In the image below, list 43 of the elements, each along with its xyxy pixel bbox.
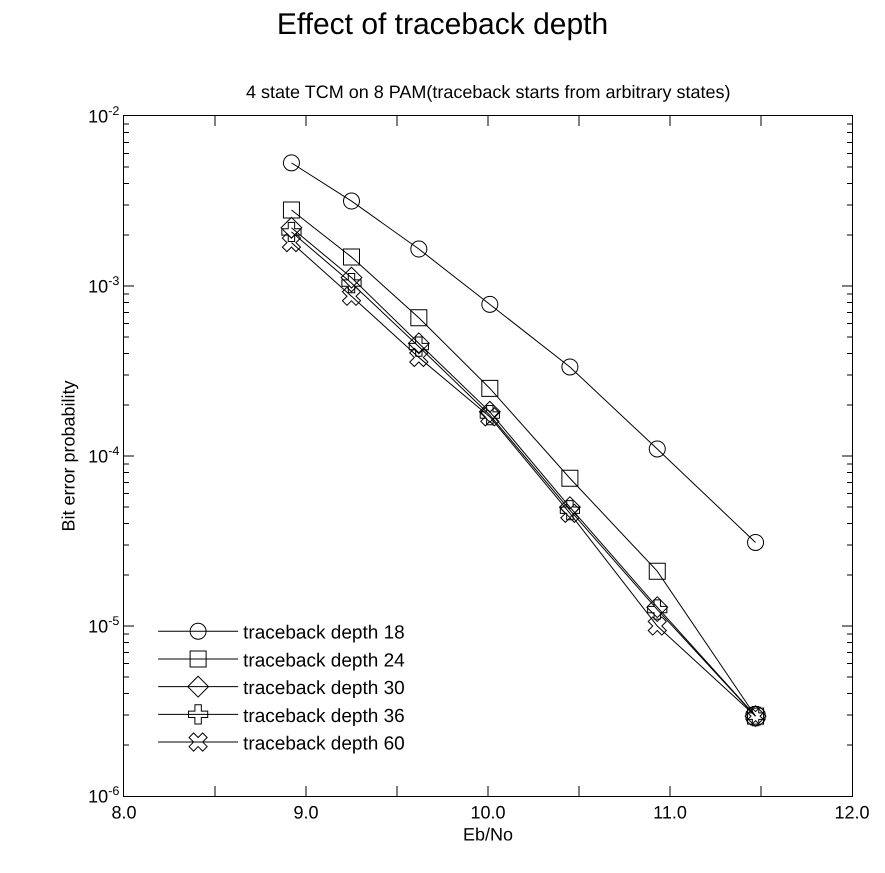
point	[747, 534, 764, 551]
y-tick-label: 10$^{-4}$	[88, 444, 120, 466]
point	[648, 440, 666, 458]
point	[481, 380, 498, 397]
x-axis-title: Eb/No	[462, 824, 514, 845]
legend-label: traceback depth 60	[243, 733, 405, 754]
point	[282, 201, 300, 218]
point	[481, 296, 498, 313]
point	[560, 504, 580, 523]
point	[408, 336, 429, 357]
y-axis-title: Bit error probability	[58, 380, 78, 532]
x-tick-label: 10.0	[470, 802, 506, 823]
legend-label: traceback depth 18	[243, 622, 405, 644]
point	[282, 233, 301, 252]
point	[341, 273, 362, 294]
point	[560, 500, 580, 520]
point	[342, 286, 362, 306]
point	[648, 616, 667, 636]
point	[561, 470, 578, 487]
point	[343, 192, 360, 210]
x-tick-label: 12.0	[834, 802, 870, 823]
point	[281, 222, 302, 242]
point	[410, 309, 428, 326]
chart-subtitle: 4 state TCM on 8 PAM(traceback starts from arbitrary states)	[246, 82, 730, 102]
x-tick-label: 9.0	[293, 802, 319, 823]
point	[340, 266, 362, 289]
legend-label: traceback depth 36	[243, 706, 405, 727]
x-tick-label: 11.0	[653, 802, 687, 823]
point	[282, 154, 300, 172]
y-tick-label: 10$^{-5}$	[88, 614, 120, 636]
chart-title: Effect of traceback depth	[276, 8, 608, 42]
point	[408, 332, 430, 354]
point	[478, 400, 501, 423]
y-tick-label: 10$^{-2}$	[88, 104, 120, 126]
point	[409, 348, 428, 367]
point	[343, 248, 360, 266]
y-tick-label: 10$^{-3}$	[88, 274, 120, 296]
point	[648, 562, 666, 580]
point	[410, 240, 428, 258]
legend-label: traceback depth 24	[243, 650, 406, 672]
legend-label: traceback depth 30	[243, 678, 405, 700]
point	[559, 496, 581, 518]
point	[561, 358, 578, 376]
